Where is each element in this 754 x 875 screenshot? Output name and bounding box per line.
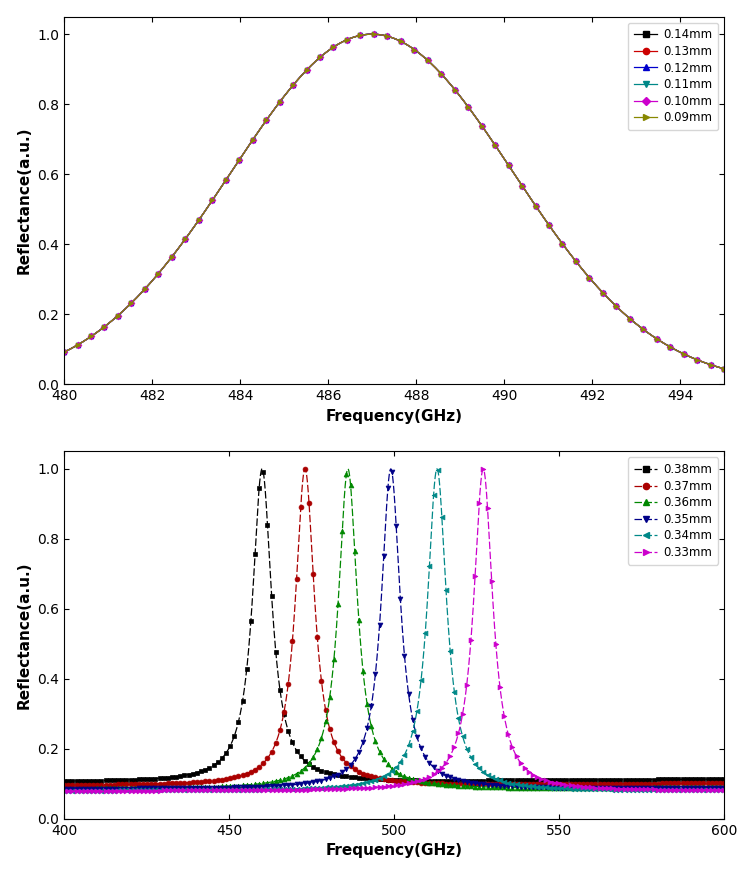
Legend: 0.38mm, 0.37mm, 0.36mm, 0.35mm, 0.34mm, 0.33mm: 0.38mm, 0.37mm, 0.36mm, 0.35mm, 0.34mm, … — [628, 458, 719, 564]
Y-axis label: Reflectance(a.u.): Reflectance(a.u.) — [17, 562, 32, 709]
X-axis label: Frequency(GHz): Frequency(GHz) — [326, 844, 463, 858]
X-axis label: Frequency(GHz): Frequency(GHz) — [326, 409, 463, 423]
Y-axis label: Reflectance(a.u.): Reflectance(a.u.) — [17, 127, 32, 274]
Legend: 0.14mm, 0.13mm, 0.12mm, 0.11mm, 0.10mm, 0.09mm: 0.14mm, 0.13mm, 0.12mm, 0.11mm, 0.10mm, … — [628, 23, 719, 130]
